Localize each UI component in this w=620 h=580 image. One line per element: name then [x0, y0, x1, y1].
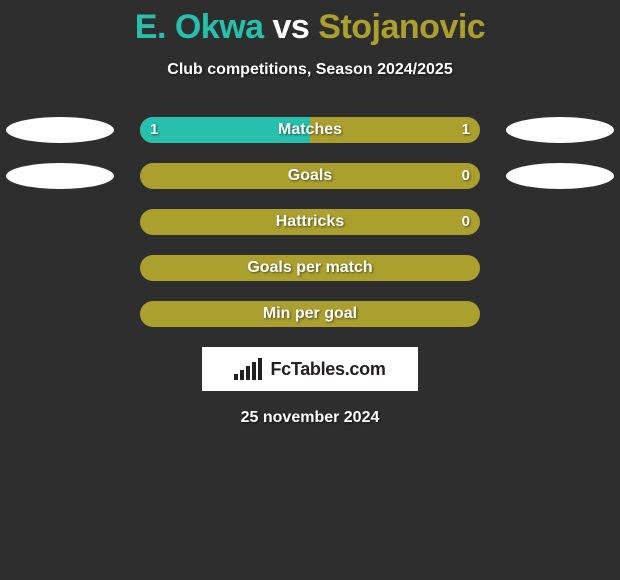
stat-label: Hattricks	[140, 209, 480, 235]
player2-marker	[506, 117, 614, 143]
stat-label: Goals	[140, 163, 480, 189]
stat-value-right: 0	[462, 209, 470, 235]
stat-label: Matches	[140, 117, 480, 143]
stats-chart: Matches11Goals0Hattricks0Goals per match…	[0, 117, 620, 327]
stat-label: Goals per match	[140, 255, 480, 281]
comparison-title: E. Okwa vs Stojanovic	[0, 0, 620, 47]
player1-name: E. Okwa	[135, 8, 264, 46]
stat-row-gpm: Goals per match	[0, 255, 620, 281]
stat-value-right: 0	[462, 163, 470, 189]
bar-chart-icon	[234, 358, 262, 380]
snapshot-date: 25 november 2024	[0, 409, 620, 427]
stat-row-matches: Matches1 1	[0, 117, 620, 143]
title-vs: vs	[273, 8, 310, 46]
subtitle: Club competitions, Season 2024/2025	[0, 61, 620, 79]
stat-row-mpg: Min per goal	[0, 301, 620, 327]
stat-label: Min per goal	[140, 301, 480, 327]
fctables-badge: FcTables.com	[202, 347, 418, 391]
player2-name: Stojanovic	[318, 8, 485, 46]
player1-marker	[6, 117, 114, 143]
stat-row-goals: Goals0	[0, 163, 620, 189]
badge-text: FcTables.com	[270, 359, 385, 380]
player1-marker	[6, 163, 114, 189]
stat-value-left: 1	[150, 117, 158, 143]
player2-marker	[506, 163, 614, 189]
stat-value-right: 1	[462, 117, 470, 143]
stat-row-hattricks: Hattricks0	[0, 209, 620, 235]
